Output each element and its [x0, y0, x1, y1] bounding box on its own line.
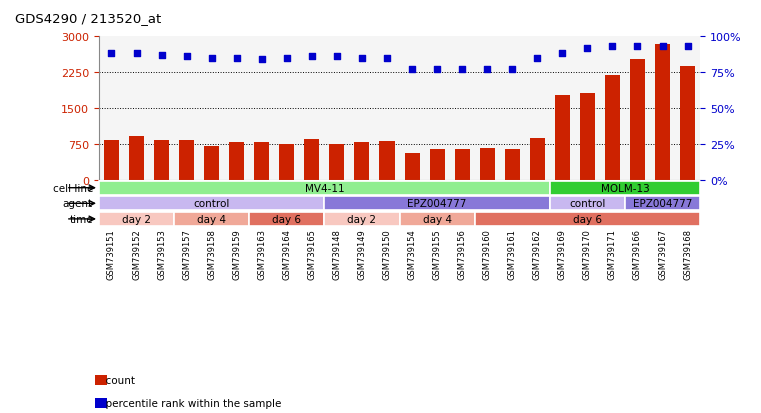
Point	[331, 54, 343, 61]
Text: day 6: day 6	[272, 214, 301, 224]
Point	[381, 55, 393, 62]
Point	[231, 55, 243, 62]
Bar	[279, 145, 295, 180]
Bar	[129, 137, 144, 180]
Bar	[555, 95, 570, 180]
Bar	[99, 181, 549, 195]
Text: agent: agent	[63, 199, 93, 209]
Point	[205, 55, 218, 62]
Bar	[324, 197, 549, 211]
Bar	[625, 197, 700, 211]
Text: day 2: day 2	[122, 214, 151, 224]
Point	[306, 54, 318, 61]
Bar	[104, 140, 119, 180]
Bar	[99, 212, 174, 226]
Point	[256, 57, 268, 64]
Bar	[380, 142, 394, 180]
Point	[657, 44, 669, 50]
Text: control: control	[569, 199, 606, 209]
Text: day 4: day 4	[197, 214, 226, 224]
Bar	[655, 45, 670, 180]
Text: EPZ004777: EPZ004777	[407, 199, 466, 209]
Bar	[479, 148, 495, 180]
Bar	[355, 142, 370, 180]
Bar	[324, 212, 400, 226]
Point	[406, 67, 418, 74]
Text: cell line: cell line	[53, 183, 93, 193]
Bar	[154, 140, 169, 180]
Point	[456, 67, 468, 74]
Point	[632, 44, 644, 50]
Point	[481, 67, 493, 74]
Bar	[505, 150, 520, 180]
Bar	[400, 212, 475, 226]
Bar	[429, 150, 444, 180]
Bar	[549, 181, 700, 195]
Bar	[630, 59, 645, 180]
Point	[531, 55, 543, 62]
Point	[581, 45, 594, 52]
Text: GDS4290 / 213520_at: GDS4290 / 213520_at	[15, 12, 161, 25]
Bar	[229, 143, 244, 180]
Point	[155, 52, 167, 59]
Bar	[580, 94, 595, 180]
Point	[431, 67, 443, 74]
Text: percentile rank within the sample: percentile rank within the sample	[99, 398, 282, 408]
Bar	[530, 139, 545, 180]
Bar	[250, 212, 324, 226]
Point	[556, 51, 568, 58]
Point	[682, 44, 694, 50]
Point	[130, 51, 142, 58]
Bar	[549, 197, 625, 211]
Bar	[204, 147, 219, 180]
Text: EPZ004777: EPZ004777	[633, 199, 693, 209]
Bar	[99, 197, 324, 211]
Bar	[605, 76, 620, 180]
Bar	[174, 212, 250, 226]
Bar	[454, 150, 470, 180]
Bar	[179, 140, 194, 180]
Text: day 4: day 4	[422, 214, 451, 224]
Point	[506, 67, 518, 74]
Text: MV4-11: MV4-11	[304, 183, 344, 193]
Bar	[330, 145, 345, 180]
Bar	[475, 212, 700, 226]
Bar	[254, 143, 269, 180]
Text: count: count	[99, 375, 135, 385]
Text: time: time	[69, 214, 93, 224]
Text: control: control	[193, 199, 230, 209]
Point	[105, 51, 117, 58]
Bar	[680, 67, 695, 180]
Text: day 6: day 6	[573, 214, 602, 224]
Point	[356, 55, 368, 62]
Point	[281, 55, 293, 62]
Text: MOLM-13: MOLM-13	[600, 183, 649, 193]
Point	[180, 54, 193, 61]
Bar	[405, 154, 419, 180]
Point	[607, 44, 619, 50]
Bar	[304, 140, 320, 180]
Text: day 2: day 2	[348, 214, 377, 224]
